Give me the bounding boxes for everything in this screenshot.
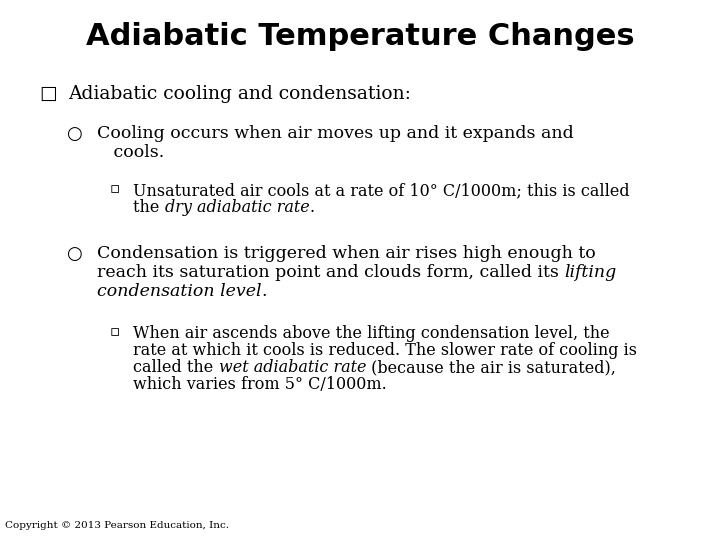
Text: dry adiabatic rate: dry adiabatic rate xyxy=(165,199,310,216)
Text: Condensation is triggered when air rises high enough to: Condensation is triggered when air rises… xyxy=(97,245,596,262)
Text: .: . xyxy=(261,283,267,300)
Text: Copyright © 2013 Pearson Education, Inc.: Copyright © 2013 Pearson Education, Inc. xyxy=(5,521,229,530)
Text: lifting: lifting xyxy=(564,264,617,281)
Text: ▫: ▫ xyxy=(109,325,120,339)
Text: called the: called the xyxy=(133,359,219,376)
Text: (because the air is saturated),: (because the air is saturated), xyxy=(366,359,616,376)
Text: the: the xyxy=(133,199,165,216)
Text: When air ascends above the lifting condensation level, the: When air ascends above the lifting conde… xyxy=(133,325,610,342)
Text: rate at which it cools is reduced. The slower rate of cooling is: rate at which it cools is reduced. The s… xyxy=(133,342,637,359)
Text: ○: ○ xyxy=(66,125,82,143)
Text: condensation level: condensation level xyxy=(97,283,261,300)
Text: .: . xyxy=(310,199,315,216)
Text: Adiabatic cooling and condensation:: Adiabatic cooling and condensation: xyxy=(68,85,411,103)
Text: cools.: cools. xyxy=(97,144,164,161)
Text: □: □ xyxy=(40,85,58,103)
Text: Adiabatic Temperature Changes: Adiabatic Temperature Changes xyxy=(86,22,634,51)
Text: Cooling occurs when air moves up and it expands and: Cooling occurs when air moves up and it … xyxy=(97,125,574,142)
Text: which varies from 5° C/1000m.: which varies from 5° C/1000m. xyxy=(133,376,387,393)
Text: reach its saturation point and clouds form, called its: reach its saturation point and clouds fo… xyxy=(97,264,564,281)
Text: ▫: ▫ xyxy=(109,182,120,196)
Text: wet adiabatic rate: wet adiabatic rate xyxy=(219,359,366,376)
Text: ○: ○ xyxy=(66,245,82,263)
Text: Unsaturated air cools at a rate of 10° C/1000m; this is called: Unsaturated air cools at a rate of 10° C… xyxy=(133,182,630,199)
